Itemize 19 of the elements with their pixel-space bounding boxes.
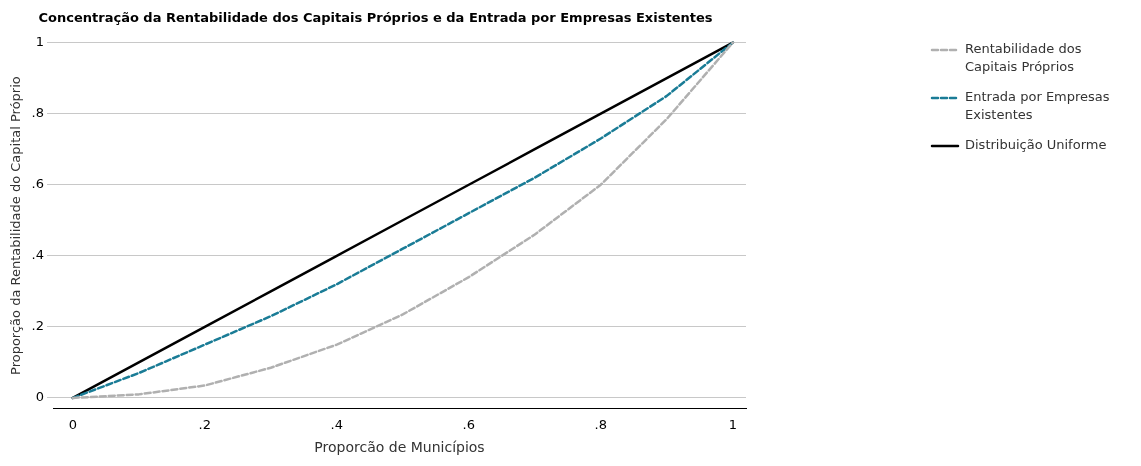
legend-label: Entrada por Empresas Existentes [965, 89, 1110, 123]
x-tick-label: .6 [462, 416, 475, 432]
y-tick-label: .4 [31, 247, 44, 263]
chart-title: Concentração da Rentabilidade dos Capitais Próprios e da Entrada por Empresas Existentes [38, 10, 713, 26]
y-tick-label: .6 [31, 176, 44, 192]
y-tick-label: 0 [35, 389, 44, 405]
line-series [71, 41, 735, 400]
legend-label: Rentabilidade dos Capitais Próprios [965, 41, 1082, 75]
x-tick-label: .8 [594, 416, 607, 432]
y-tick-label: 1 [35, 33, 44, 49]
x-axis-title: Proporcão de Municípios [314, 439, 485, 456]
y-tick-label: .2 [31, 318, 44, 334]
x-tick-label: .2 [198, 416, 212, 432]
x-tick-label: .4 [330, 416, 344, 432]
y-axis-title: Proporção da Rentabilidade do Capital Próprio [8, 76, 24, 375]
y-tick-label: .8 [31, 105, 44, 121]
legend-label: Distribuição Uniforme [965, 137, 1107, 153]
x-tick-label: 0 [68, 416, 77, 432]
x-tick-label: 1 [728, 416, 737, 432]
